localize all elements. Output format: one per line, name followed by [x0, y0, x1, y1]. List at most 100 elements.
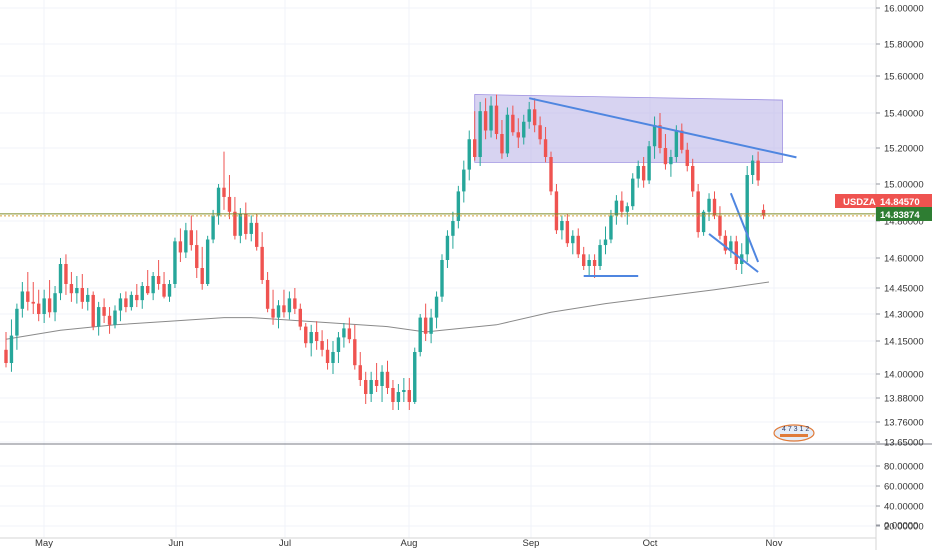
candle-body [53, 293, 57, 313]
candle [723, 230, 728, 255]
candle-body [396, 392, 401, 402]
candle-body [592, 260, 597, 266]
candle [505, 107, 510, 157]
candle-body [96, 307, 101, 327]
candle [473, 111, 477, 161]
candle-body [429, 317, 433, 334]
candle [418, 314, 422, 357]
candle-body [434, 296, 439, 318]
candle-body [701, 211, 706, 233]
candle-body [380, 371, 384, 386]
candle-body [118, 298, 123, 311]
candle [592, 254, 597, 278]
candle-body [331, 352, 335, 363]
candle [75, 276, 79, 304]
candle [156, 260, 161, 290]
y-tick-label: 14.30000 [884, 310, 924, 321]
candle-body [4, 349, 8, 363]
candle-body [505, 114, 510, 154]
y-tick-label: 15.40000 [884, 109, 924, 120]
candle [276, 300, 281, 329]
candle [451, 211, 455, 249]
y-tick-label: 14.80000 [884, 217, 924, 228]
candle [478, 101, 482, 166]
candle-body [91, 294, 95, 327]
candles-layer[interactable] [4, 94, 766, 411]
line-price-tag-bg [876, 207, 932, 221]
time-axis-ticks[interactable]: May Jun Jul Aug Sep Oct Nov [0, 537, 876, 549]
candle [195, 230, 199, 278]
trendline-3[interactable] [729, 192, 760, 263]
candle-body [391, 388, 395, 402]
candle [560, 215, 564, 240]
candle-body [222, 187, 226, 197]
candle-body [691, 166, 695, 192]
candle-body [565, 221, 570, 244]
sub-tick-label: 60.00000 [884, 482, 924, 493]
candle-body [582, 254, 586, 266]
candle [265, 272, 270, 313]
candle-body [761, 209, 766, 216]
candle-body [423, 317, 428, 334]
candle-body [255, 222, 259, 247]
candle-body [20, 291, 25, 309]
candle [102, 298, 106, 323]
candle-body [58, 264, 63, 294]
resistance-zone[interactable] [474, 94, 783, 163]
candle [385, 360, 390, 394]
y-tick-label: 15.60000 [884, 72, 924, 83]
x-tick-label: Oct [643, 538, 658, 549]
candle [467, 130, 471, 181]
y-tick-label: 15.00000 [884, 180, 924, 191]
candle [396, 384, 401, 410]
candle [320, 330, 324, 357]
candle [423, 303, 428, 341]
candle [347, 317, 352, 344]
candle [118, 293, 123, 322]
candle [565, 213, 570, 247]
candle [42, 289, 46, 323]
candle-body [47, 298, 52, 313]
candle [314, 321, 319, 350]
trendline-0[interactable] [528, 97, 797, 159]
candle-body [478, 111, 482, 157]
candle [576, 228, 580, 258]
candle [380, 365, 384, 402]
candle [173, 237, 177, 288]
candle-body [156, 276, 161, 284]
candle [369, 371, 373, 402]
candle-body [293, 298, 297, 309]
candle [167, 280, 172, 302]
candle [325, 339, 330, 370]
candle-body [745, 175, 749, 255]
candle-body [173, 241, 177, 284]
candle-body [440, 260, 444, 297]
trendlines-layer[interactable] [528, 97, 797, 277]
trendline-2[interactable] [708, 233, 759, 273]
candle-body [37, 303, 41, 314]
y-tick-label: 14.15000 [884, 337, 924, 348]
candle [500, 120, 504, 159]
candle [582, 246, 586, 270]
candle [516, 118, 520, 148]
price-axis-ticks[interactable]: 16.00000 15.80000 15.60000 15.40000 15.20000… [876, 4, 924, 449]
candle [271, 289, 275, 325]
candle-body [353, 339, 357, 366]
candle [9, 319, 14, 372]
candle [80, 274, 84, 309]
candle [391, 380, 395, 410]
candle-body [467, 139, 471, 170]
candle-body [271, 308, 275, 318]
candle [543, 127, 548, 163]
candle-body [641, 166, 646, 181]
candle-body [473, 139, 477, 157]
line-price-tag: 14.83874 [880, 210, 920, 221]
y-tick-label: 13.65000 [884, 438, 924, 449]
candle-body [571, 235, 575, 244]
candle [96, 301, 101, 336]
x-tick-label: Jun [168, 538, 183, 549]
candle-body [554, 191, 559, 231]
candle [734, 235, 738, 270]
candle-body [418, 317, 422, 352]
